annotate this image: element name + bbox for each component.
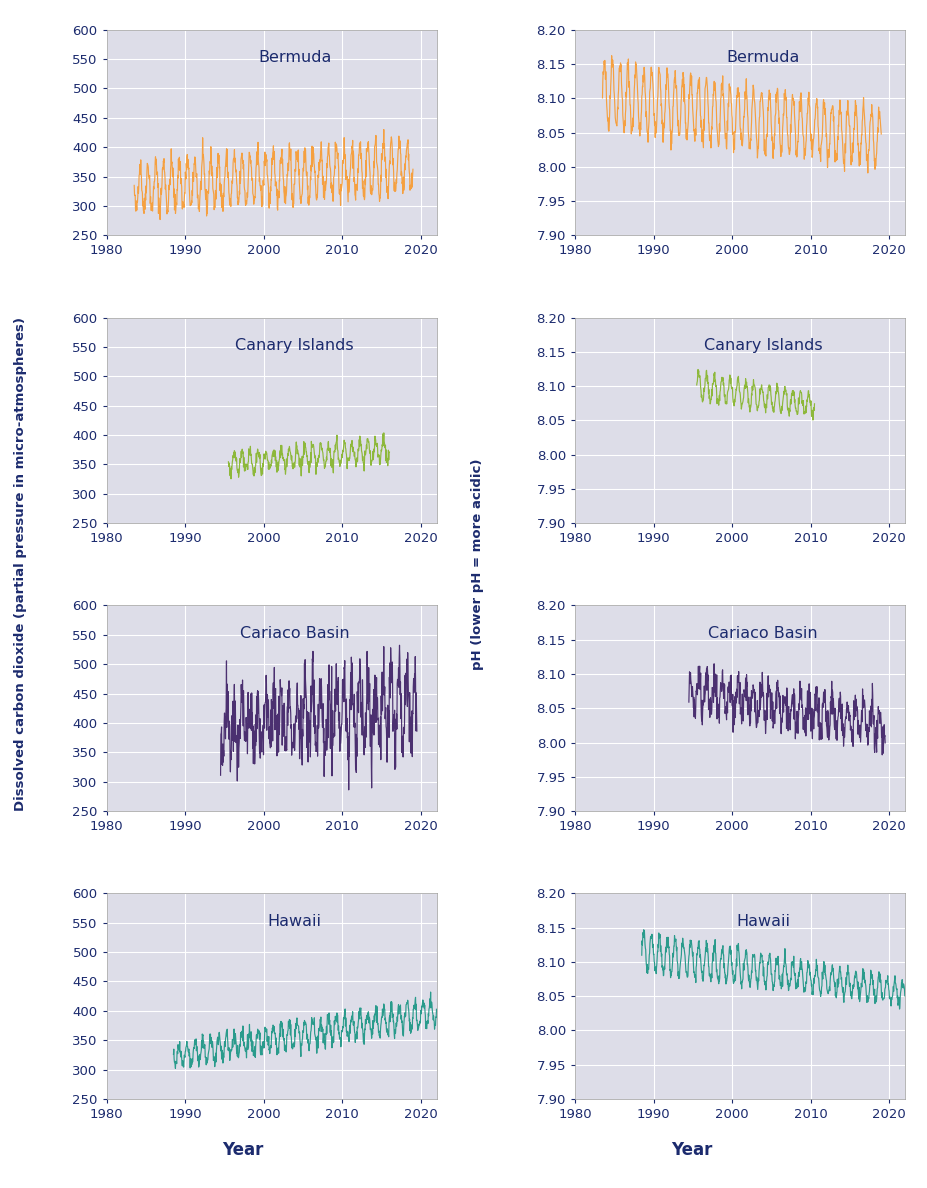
Text: Year: Year xyxy=(670,1140,711,1159)
Text: Bermuda: Bermuda xyxy=(726,50,799,65)
Text: Hawaii: Hawaii xyxy=(735,914,789,929)
Text: Cariaco Basin: Cariaco Basin xyxy=(707,626,817,642)
Text: Year: Year xyxy=(222,1140,263,1159)
Text: Canary Islands: Canary Islands xyxy=(235,339,353,353)
Text: Canary Islands: Canary Islands xyxy=(703,339,821,353)
Text: Bermuda: Bermuda xyxy=(258,50,331,65)
Text: Cariaco Basin: Cariaco Basin xyxy=(239,626,349,642)
Text: Dissolved carbon dioxide (partial pressure in micro-atmospheres): Dissolved carbon dioxide (partial pressu… xyxy=(14,317,27,811)
Text: pH (lower pH = more acidic): pH (lower pH = more acidic) xyxy=(471,459,484,670)
Text: Hawaii: Hawaii xyxy=(267,914,322,929)
